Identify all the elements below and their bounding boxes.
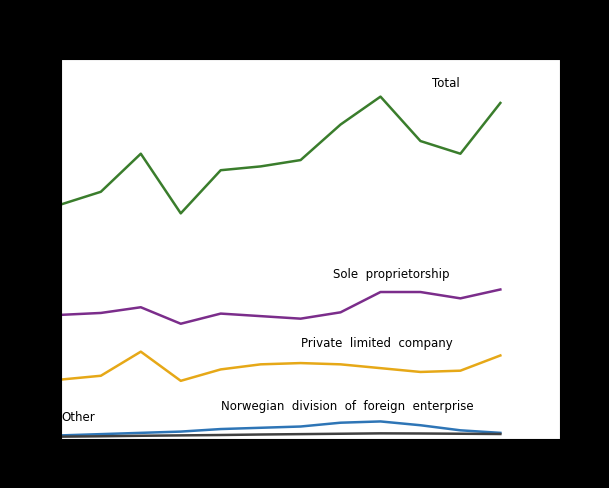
Text: Private  limited  company: Private limited company <box>301 337 452 350</box>
Text: Sole  proprietorship: Sole proprietorship <box>333 267 449 281</box>
Text: Other: Other <box>61 411 94 424</box>
Text: Total: Total <box>432 77 460 90</box>
Text: Norwegian  division  of  foreign  enterprise: Norwegian division of foreign enterprise <box>220 400 473 412</box>
